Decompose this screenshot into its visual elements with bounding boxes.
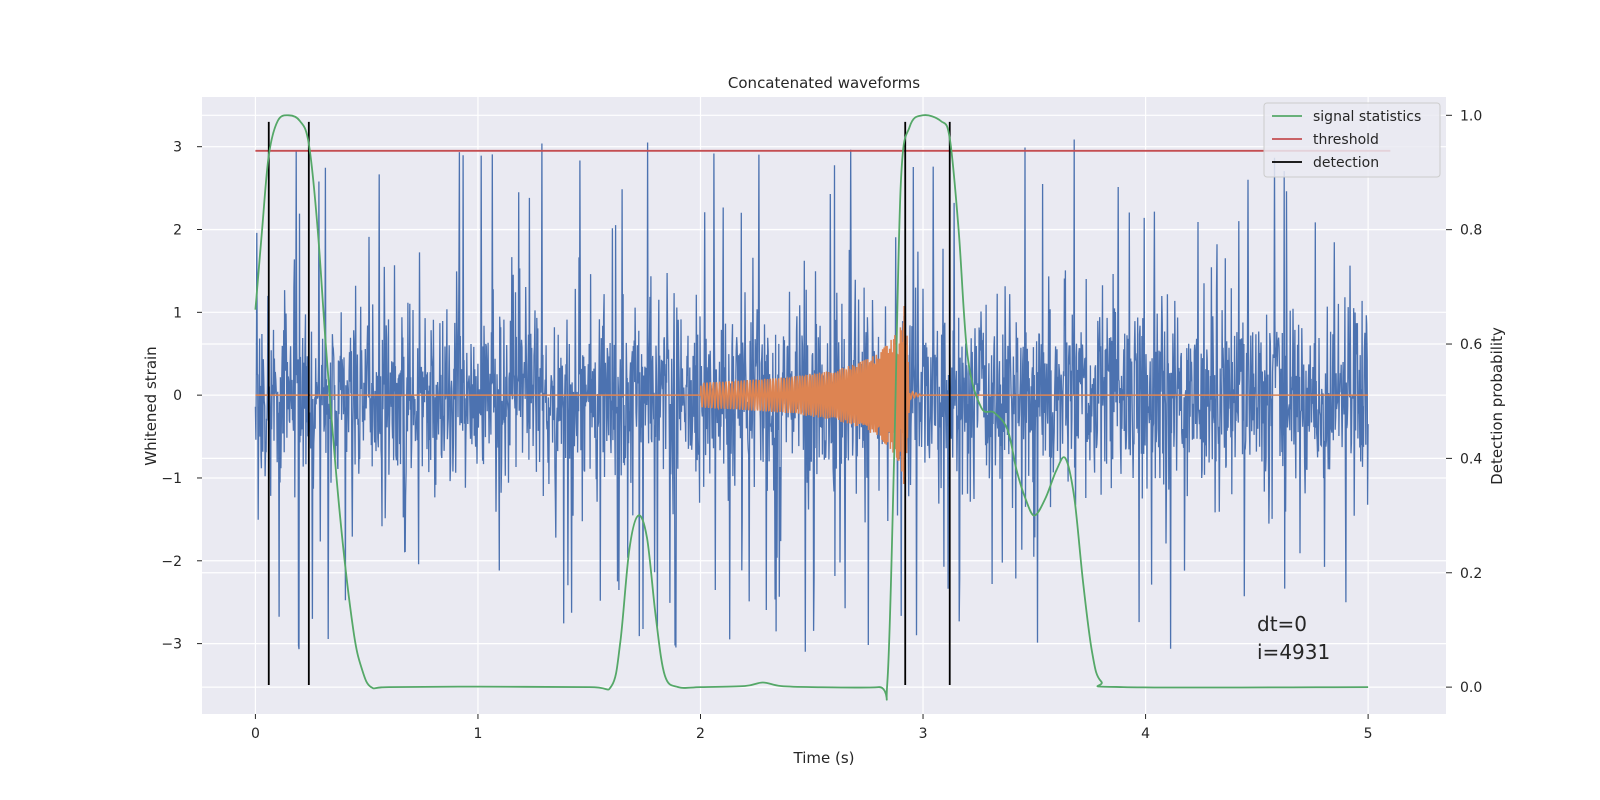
x-tick-label: 1 [473,726,482,742]
y-axis-label: Whitened strain [142,346,160,465]
y-tick-label: −2 [161,554,182,570]
x-axis-label: Time (s) [793,749,855,767]
x-tick-label: 5 [1364,726,1373,742]
y2-tick-label: 0.6 [1460,337,1482,353]
y-tick-label: 1 [173,305,182,321]
y2-tick-label: 0.8 [1460,223,1482,239]
x-tick-label: 3 [919,726,928,742]
series-injected-waveform [255,305,1369,485]
y-tick-label: 0 [173,388,182,404]
y2-tick-label: 0.2 [1460,566,1482,582]
annotation-dt: dt=0 [1257,612,1307,636]
y2-tick-label: 1.0 [1460,108,1482,124]
y2-axis-label: Detection probability [1488,327,1506,485]
tick-labels: 0 1 2 3 4 5 −3 −2 −1 0 1 2 3 0.0 0.2 0.4 0.6 0.8 1.0 [161,108,1482,742]
y-tick-label: −1 [161,471,182,487]
x-tick-label: 0 [251,726,260,742]
y-tick-label: 2 [173,223,182,239]
y-tick-label: −3 [161,637,182,653]
series-signal-statistics [254,114,1369,701]
legend: signal statistics threshold detection [1263,102,1441,178]
chart-title: Concatenated waveforms [728,74,920,92]
legend-label-signal-statistics: signal statistics [1313,109,1421,125]
x-tick-label: 4 [1141,726,1150,742]
legend-label-detection: detection [1313,155,1379,171]
y2-tick-label: 0.4 [1460,451,1482,467]
legend-label-threshold: threshold [1313,132,1379,148]
x-tick-label: 2 [696,726,705,742]
y2-tick-label: 0.0 [1460,680,1482,696]
y-tick-label: 3 [173,140,182,156]
series-layer [254,114,1391,701]
legend-frame [1263,102,1441,178]
annotation-index: i=4931 [1257,640,1330,664]
